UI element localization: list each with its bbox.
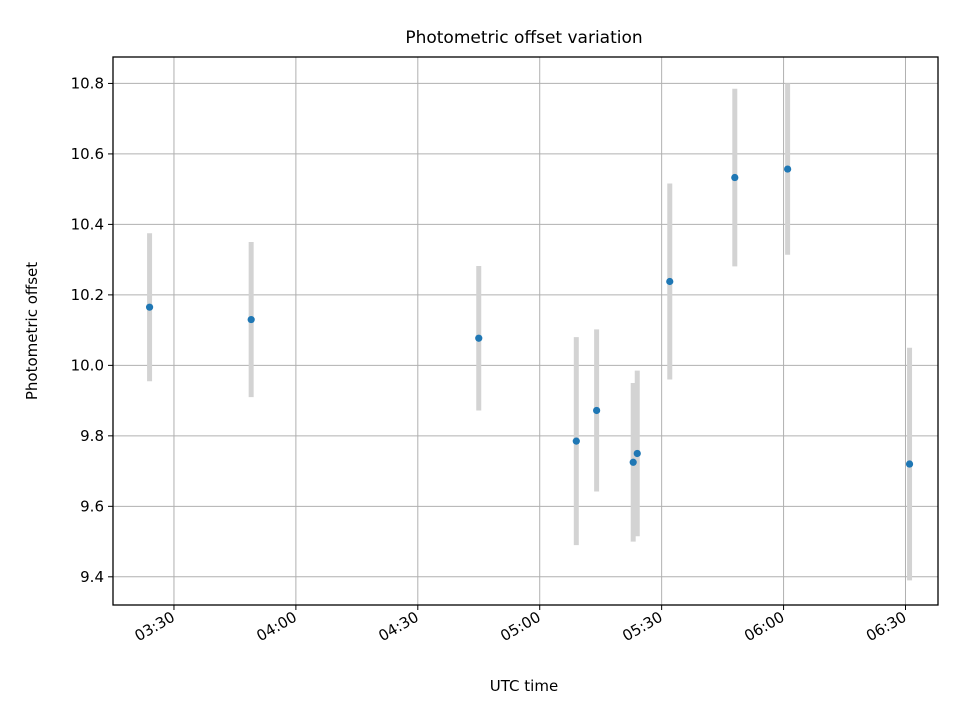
y-tick-label: 10.2 [71,286,104,304]
plot-frame [112,56,939,606]
data-point [633,449,641,458]
data-point [247,315,255,324]
y-tick-label: 9.4 [80,568,104,586]
data-point [572,437,580,445]
data-point [593,406,601,415]
data-point [666,277,674,286]
y-tick-label: 10.0 [71,356,104,374]
grid [113,57,938,605]
data-point [629,458,637,466]
y-tick-label: 10.6 [71,145,104,163]
x-axis-label: UTC time [490,677,558,695]
data-point [731,173,739,182]
data-point [475,334,483,342]
data-point [784,165,792,173]
chart-title: Photometric offset variation [405,28,642,48]
y-tick-label: 9.6 [80,497,104,515]
data-points [145,165,914,468]
y-tick-label: 9.8 [80,427,104,445]
y-tick-label: 10.4 [71,215,104,233]
data-point [145,303,154,311]
y-axis-label: Photometric offset [23,262,41,400]
data-point [905,460,914,468]
y-tick-label: 10.8 [71,74,104,92]
